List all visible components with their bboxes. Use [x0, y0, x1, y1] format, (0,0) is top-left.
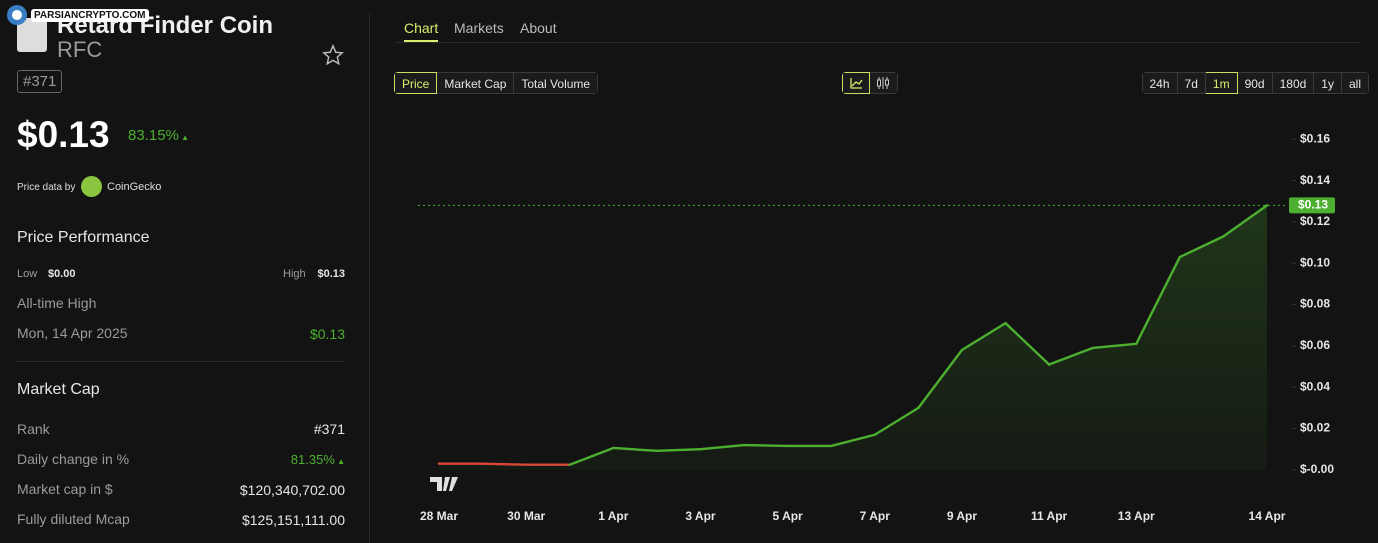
candle-style-button[interactable]	[870, 72, 898, 94]
chart-style-group	[842, 72, 898, 94]
x-tick-label: 11 Apr	[1031, 509, 1068, 523]
source-name: CoinGecko	[107, 181, 162, 193]
watermark: PARSIANCRYPTO.COM	[6, 4, 149, 26]
chart: $-0.00 $0.02 $0.04 $0.06 $0.08 $0.10 $0.12 $0.1…	[418, 131, 1335, 523]
y-tick-label: $0.16	[1300, 131, 1330, 145]
y-tick-label: $0.14	[1300, 173, 1330, 187]
line-style-button[interactable]	[842, 72, 870, 94]
range-button[interactable]: 1y	[1314, 72, 1342, 94]
x-tick-label: 30 Mar	[507, 509, 545, 523]
area	[439, 205, 1267, 470]
row-label: Daily change in %	[17, 451, 130, 467]
tab[interactable]: Markets	[454, 20, 504, 36]
x-tick-label: 7 Apr	[860, 509, 891, 523]
line-segment	[1091, 342, 1138, 350]
range-button[interactable]: 1m	[1205, 72, 1238, 94]
line-segment	[917, 348, 964, 410]
tab[interactable]: About	[520, 20, 557, 36]
range-button[interactable]: 24h	[1141, 72, 1178, 94]
x-tick-label: 1 Apr	[598, 509, 629, 523]
x-tick-label: 14 Apr	[1249, 509, 1286, 523]
x-tick-label: 3 Apr	[685, 509, 716, 523]
row-label: Fully diluted Mcap	[17, 511, 130, 527]
line-segment	[568, 446, 615, 466]
line-segment	[1004, 321, 1051, 366]
ath-label: All-time High	[17, 295, 97, 311]
metric-button[interactable]: Price	[394, 72, 438, 94]
rank-badge: #371	[17, 70, 63, 93]
low-label: Low	[17, 268, 38, 280]
range-button[interactable]: 7d	[1177, 72, 1206, 94]
price-label: $0.13	[1298, 198, 1328, 212]
high-value: $0.13	[317, 268, 345, 280]
row-label: Rank	[17, 421, 50, 437]
tab-underline	[404, 40, 438, 42]
row-value: 81.35%	[291, 452, 345, 467]
line-segment	[960, 321, 1007, 352]
tabs-border	[395, 42, 1361, 43]
line-segment	[699, 443, 746, 451]
source-prefix: Price data by	[17, 182, 76, 193]
range-group: 24h 7d 1m 90d 180d 1y all	[1141, 72, 1369, 94]
coin-icon	[17, 18, 47, 52]
section-title: Market Cap	[17, 381, 100, 398]
tab[interactable]: Chart	[404, 20, 439, 36]
y-tick-label: $-0.00	[1300, 462, 1334, 476]
metric-button[interactable]: Market Cap	[437, 72, 515, 94]
watermark-logo	[7, 5, 27, 25]
x-tick-label: 13 Apr	[1118, 509, 1155, 523]
line-segment	[1222, 204, 1269, 238]
line-segment	[1047, 346, 1094, 366]
metric-button[interactable]: Total Volume	[514, 72, 599, 94]
row-value: $120,340,702.00	[239, 482, 345, 498]
line-segment	[481, 462, 528, 466]
source-logo	[81, 176, 102, 197]
x-tick-label: 28 Mar	[420, 509, 458, 523]
price: $0.13	[17, 114, 110, 155]
row-value: $125,151,111.00	[241, 512, 345, 528]
y-tick-label: $0.12	[1300, 214, 1330, 228]
price-label-box	[1289, 197, 1335, 214]
coin-symbol: RFC	[57, 37, 103, 62]
line-segment	[830, 433, 876, 448]
watermark-text: PARSIANCRYPTO.COM	[31, 8, 149, 22]
range-button[interactable]: 90d	[1237, 72, 1273, 94]
range-button[interactable]: 180d	[1272, 72, 1315, 94]
line-segment	[742, 443, 789, 448]
tradingview-logo	[430, 477, 458, 491]
row-label: Market cap in $	[17, 481, 113, 497]
y-tick-label: $0.04	[1300, 379, 1330, 393]
line-segment	[612, 446, 659, 453]
price-change: 83.15%	[128, 127, 189, 144]
ath-date: Mon, 14 Apr 2025	[17, 325, 128, 341]
ath-value: $0.13	[309, 326, 345, 342]
line-segment	[1178, 235, 1225, 259]
y-tick-label: $0.10	[1300, 255, 1330, 269]
line-segment	[873, 406, 920, 436]
y-tick-label: $0.08	[1300, 297, 1330, 311]
line-segment	[1135, 255, 1182, 346]
metric-group: Price Market Cap Total Volume	[394, 72, 599, 94]
section-title: Price Performance	[17, 229, 150, 246]
x-tick-label: 5 Apr	[773, 509, 804, 523]
panel-divider	[369, 14, 370, 543]
line-segment	[655, 448, 702, 453]
high-label: High	[283, 268, 306, 280]
divider	[17, 361, 345, 362]
favorite-star[interactable]	[322, 44, 344, 66]
range-button[interactable]: all	[1341, 72, 1369, 94]
y-tick-label: $0.02	[1300, 421, 1330, 435]
low-value: $0.00	[48, 268, 76, 280]
row-value: #371	[313, 421, 345, 437]
y-tick-label: $0.06	[1300, 338, 1330, 352]
x-tick-label: 9 Apr	[947, 509, 978, 523]
